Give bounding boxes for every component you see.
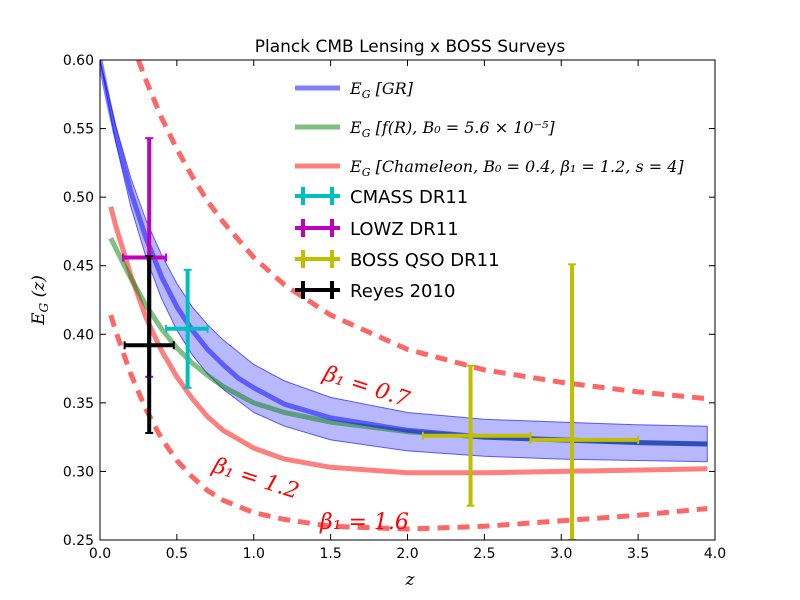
y-tick-label: 0.30 xyxy=(63,464,94,480)
x-axis-label: z xyxy=(405,570,416,590)
errorbar-cmass-dr11 xyxy=(165,268,209,389)
lines-layer xyxy=(100,60,708,532)
y-tick-label: 0.55 xyxy=(63,122,94,138)
y-tick-label: 0.50 xyxy=(63,190,94,206)
y-axis-label-sub: G xyxy=(37,302,51,312)
legend-marker-boss-qso-dr11 xyxy=(295,250,340,268)
annotation-beta-2: β₁ = 1.6 xyxy=(319,510,409,535)
legend-label: EG [f(R), B₀ = 5.6 × 10⁻⁵] xyxy=(349,118,555,140)
y-tick-label: 0.40 xyxy=(63,327,94,343)
legend-label: EG [GR] xyxy=(349,79,414,101)
y-tick-label: 0.45 xyxy=(63,259,94,275)
x-tick-label: 0.5 xyxy=(166,546,188,562)
legend-label: LOWZ DR11 xyxy=(350,219,459,240)
y-tick-label: 0.25 xyxy=(63,533,94,549)
legend-label: CMASS DR11 xyxy=(350,187,468,208)
errorbar-boss-qso-dr11 xyxy=(421,364,532,507)
x-tick-label: 0.0 xyxy=(89,546,111,562)
legend-marker-reyes-2010 xyxy=(295,281,340,299)
plot-area: β₁ = 0.7β₁ = 1.2β₁ = 1.6 xyxy=(100,60,708,540)
y-axis-label: EG (z) xyxy=(29,275,51,326)
x-tick-label: 2.5 xyxy=(473,546,495,562)
series-line-chameleon-beta1-1-6 xyxy=(108,314,708,532)
y-axis-label-rest: (z) xyxy=(29,275,49,303)
legend-marker-cmass-dr11 xyxy=(295,187,340,205)
y-tick-label: 0.35 xyxy=(63,396,94,412)
series-line-chameleon-beta1-0-7 xyxy=(136,60,708,402)
chart-title: Planck CMB Lensing x BOSS Surveys xyxy=(255,37,566,57)
legend-label: EG [Chameleon, B₀ = 0.4, β₁ = 1.2, s = 4… xyxy=(349,157,684,179)
legend-marker-lowz-dr11 xyxy=(295,219,340,237)
errorbar-boss-qso-dr11 xyxy=(529,263,640,540)
y-axis-label-main: E xyxy=(29,312,49,326)
x-tick-label: 3.0 xyxy=(550,546,572,562)
legend-label: BOSS QSO DR11 xyxy=(350,250,500,271)
x-tick-label: 4.0 xyxy=(704,546,726,562)
legend-label: Reyes 2010 xyxy=(350,281,455,302)
x-tick-label: 3.5 xyxy=(627,546,649,562)
x-tick-label: 1.0 xyxy=(243,546,265,562)
x-tick-label: 1.5 xyxy=(319,546,341,562)
errorbar-reyes-2010 xyxy=(123,255,175,435)
y-tick-label: 0.60 xyxy=(63,53,94,69)
series-line-chameleon xyxy=(108,206,708,476)
ticks-layer: 0.0 0.5 1.0 1.5 2.0 2.5 3.0 3.5 4.0 0.25 0.30 0.35 0… xyxy=(63,53,726,562)
x-tick-label: 2.0 xyxy=(396,546,418,562)
errorbar-layer xyxy=(122,137,640,540)
legend: EG [GR] EG [f(R), B₀ = 5.6 × 10⁻⁵] EG [Cha… xyxy=(295,79,684,302)
